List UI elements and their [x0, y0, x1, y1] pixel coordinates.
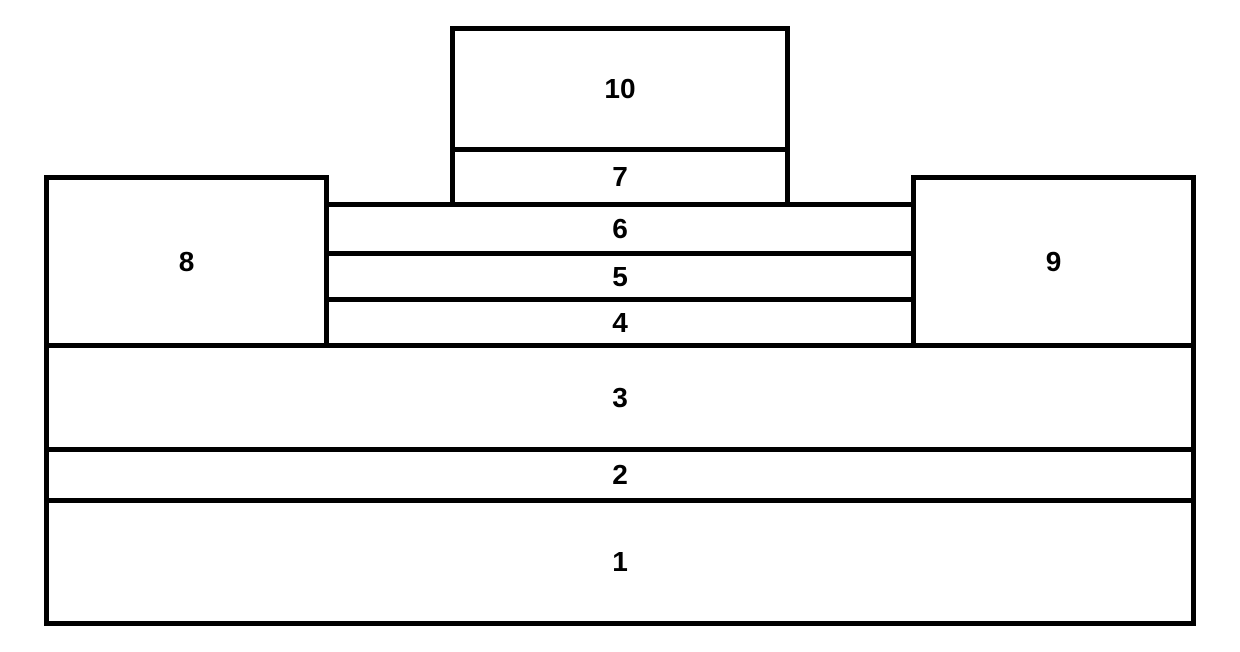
layer-3: 3: [44, 343, 1196, 452]
layer-4: 4: [324, 297, 916, 348]
layer-8: 8: [44, 175, 329, 348]
layer-6: 6: [324, 202, 916, 256]
layer-6-label: 6: [612, 213, 628, 245]
layer-10-label: 10: [604, 73, 635, 105]
layer-1: 1: [44, 498, 1196, 626]
layer-5-label: 5: [612, 261, 628, 293]
layer-5: 5: [324, 251, 916, 302]
layer-9-label: 9: [1046, 246, 1062, 278]
layer-4-label: 4: [612, 307, 628, 339]
diagram-canvas: 1 2 3 4 5 6 7 8 9 10: [0, 0, 1240, 652]
layer-7-label: 7: [612, 161, 628, 193]
layer-1-label: 1: [612, 546, 628, 578]
layer-8-label: 8: [179, 246, 195, 278]
layer-2-label: 2: [612, 459, 628, 491]
layer-7: 7: [450, 147, 790, 207]
layer-3-label: 3: [612, 382, 628, 414]
layer-2: 2: [44, 447, 1196, 503]
layer-10: 10: [450, 26, 790, 152]
layer-9: 9: [911, 175, 1196, 348]
